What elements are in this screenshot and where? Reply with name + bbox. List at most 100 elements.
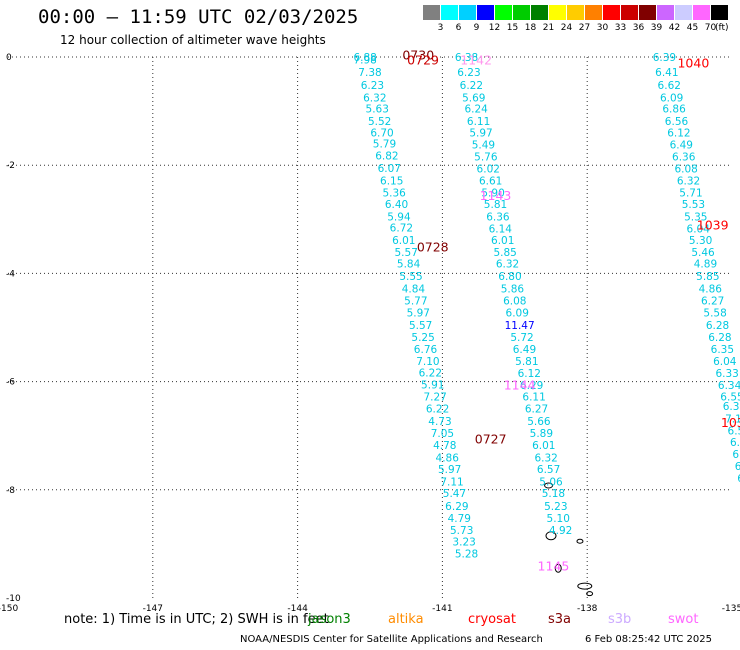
wave-height-value: 6.38 bbox=[455, 52, 478, 64]
wave-height-value: 6.01 bbox=[532, 440, 555, 452]
longitude-tick-label: -135 bbox=[722, 604, 740, 614]
wave-height-value: 5.85 bbox=[696, 271, 719, 283]
longitude-tick-label: -144 bbox=[287, 604, 308, 614]
wave-height-value: 7.10 bbox=[416, 356, 439, 368]
wave-height-value: 6.09 bbox=[660, 93, 683, 105]
wave-height-value: 5.97 bbox=[438, 464, 461, 476]
wave-height-value: 5.86 bbox=[501, 284, 525, 296]
pass-time-label: 1144 bbox=[504, 377, 536, 392]
wave-height-value: 5.97 bbox=[407, 307, 430, 319]
color-scale-tick: 6 bbox=[455, 23, 462, 33]
legend-jason3: jason3 bbox=[308, 612, 351, 627]
wave-height-value: 6.82 bbox=[375, 150, 398, 162]
wave-height-value: 6.78 bbox=[732, 449, 740, 461]
color-scale-tick: 45 bbox=[686, 23, 699, 33]
color-swatch bbox=[513, 5, 530, 20]
wave-height-value: 5.89 bbox=[530, 428, 553, 440]
wave-height-value: 6.04 bbox=[713, 356, 737, 368]
wave-height-value: 6.11 bbox=[522, 392, 545, 404]
wave-height-value: 7.27 bbox=[423, 392, 446, 404]
wave-height-value: 6.09 bbox=[506, 307, 529, 319]
wave-height-value: 6.39 bbox=[653, 52, 676, 64]
pass-time-label: 0730 bbox=[402, 47, 434, 62]
wave-height-value: 6.34 bbox=[718, 380, 740, 392]
wave-height-value: 6.57 bbox=[737, 473, 740, 485]
legend-altika: altika bbox=[388, 612, 424, 627]
wave-height-value: 6.12 bbox=[518, 368, 541, 380]
wave-height-value: 5.81 bbox=[515, 356, 538, 368]
wave-height-value: 4.73 bbox=[428, 416, 451, 428]
wave-height-value: 6.86 bbox=[662, 103, 686, 115]
wave-height-value: 7.05 bbox=[431, 428, 454, 440]
wave-height-value: 6.49 bbox=[670, 140, 693, 152]
color-swatch bbox=[603, 5, 620, 20]
wave-height-value: 7.11 bbox=[440, 477, 463, 489]
wave-height-value: 5.81 bbox=[484, 199, 507, 211]
wave-height-value: 6.32 bbox=[363, 93, 386, 105]
wave-height-value: 6.12 bbox=[667, 128, 690, 140]
wave-height-value: 6.72 bbox=[390, 222, 413, 234]
wave-height-value: 6.11 bbox=[467, 116, 490, 128]
wave-height-value: 4.84 bbox=[402, 284, 426, 296]
color-scale-tick: 70 bbox=[704, 23, 717, 33]
longitude-tick-label: -141 bbox=[432, 604, 452, 614]
wave-height-value: 5.49 bbox=[472, 140, 495, 152]
wave-height-value: 6.62 bbox=[658, 80, 681, 92]
wave-height-value: 6.29 bbox=[520, 380, 543, 392]
wave-height-value: 3.23 bbox=[452, 537, 475, 549]
wave-height-value: 5.23 bbox=[544, 501, 567, 513]
wave-height-value: 5.52 bbox=[368, 116, 391, 128]
wave-height-value: 5.28 bbox=[455, 549, 478, 561]
wave-height-value: 6.61 bbox=[479, 175, 502, 187]
wave-height-value: 5.91 bbox=[421, 379, 444, 391]
color-scale-tick: 42 bbox=[668, 23, 681, 33]
latitude-tick-label: -8 bbox=[6, 486, 15, 496]
wave-height-value: 5.53 bbox=[682, 199, 705, 211]
wave-height-value: 5.77 bbox=[404, 295, 427, 307]
wave-height-value: 5.90 bbox=[481, 187, 504, 199]
map-title: 00:00 – 11:59 UTC 02/03/2025 bbox=[38, 6, 359, 28]
pass-time-label: 0728 bbox=[417, 239, 449, 254]
color-scale-tick: 9 bbox=[473, 23, 480, 33]
wave-height-value: 6.27 bbox=[730, 437, 740, 449]
wave-height-value: 6.14 bbox=[489, 223, 513, 235]
pass-time-label: 0729 bbox=[407, 53, 439, 68]
color-scale-tick: 27 bbox=[578, 23, 591, 33]
color-scale-tick: 21 bbox=[542, 23, 555, 33]
latitude-tick-label: -4 bbox=[6, 269, 15, 279]
wave-height-value: 4.78 bbox=[433, 440, 456, 452]
wave-height-value: 5.46 bbox=[691, 247, 715, 259]
wave-height-value: 6.27 bbox=[525, 404, 548, 416]
pass-time-label: 1038 bbox=[721, 415, 740, 430]
wave-height-value: 11.47 bbox=[505, 320, 535, 332]
wave-height-value: 5.73 bbox=[450, 525, 473, 537]
generated-timestamp: 6 Feb 08:25:42 UTC 2025 bbox=[585, 634, 712, 645]
wave-height-value: 5.57 bbox=[409, 320, 432, 332]
wave-height-value: 6.24 bbox=[464, 103, 488, 115]
wave-height-value: 6.04 bbox=[687, 223, 711, 235]
color-swatch bbox=[675, 5, 692, 20]
pass-time-label: 1145 bbox=[538, 559, 570, 574]
island-outline bbox=[577, 582, 593, 590]
color-scale-unit: (ft) bbox=[715, 23, 729, 33]
legend: note: 1) Time is in UTC; 2) SWH is in fe… bbox=[0, 612, 740, 632]
wave-height-value: 6.36 bbox=[723, 401, 740, 413]
wave-height-value: 6.36 bbox=[672, 152, 696, 164]
wave-height-value: 6.07 bbox=[378, 163, 401, 175]
color-scale-tick: 12 bbox=[488, 23, 501, 33]
color-swatch bbox=[621, 5, 638, 20]
color-swatch bbox=[459, 5, 476, 20]
wave-height-value: 6.32 bbox=[534, 452, 557, 464]
wave-height-value: 5.69 bbox=[462, 93, 485, 105]
wave-height-value: 5.47 bbox=[443, 488, 466, 500]
latitude-tick-label: -6 bbox=[6, 378, 15, 388]
wave-height-value: 6.56 bbox=[665, 116, 689, 128]
wave-height-value: 6.32 bbox=[677, 175, 700, 187]
island-outline bbox=[544, 482, 554, 489]
latitude-tick-label: -2 bbox=[6, 161, 15, 171]
wave-height-value: 6.41 bbox=[655, 67, 678, 79]
wave-height-value: 5.06 bbox=[539, 477, 563, 489]
color-scale-tick: 39 bbox=[650, 23, 663, 33]
wave-height-value: 6.36 bbox=[486, 212, 510, 224]
